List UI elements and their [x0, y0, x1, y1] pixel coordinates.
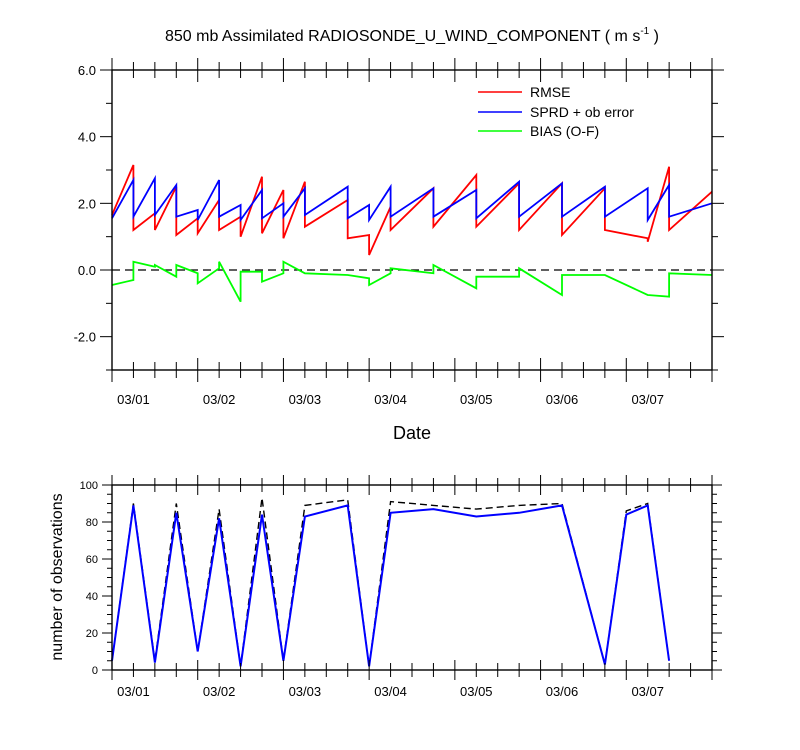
top-x-tick-label: 03/01 [117, 392, 150, 407]
bottom-series-lines [111, 497, 671, 667]
x-axis-label: Date [393, 423, 431, 443]
legend: RMSE SPRD + ob error BIAS (O-F) [478, 84, 634, 139]
bottom-y-tick-label: 40 [86, 591, 98, 603]
bottom-y-tick-label: 0 [92, 665, 98, 677]
bottom-plot-frame [111, 484, 713, 671]
y-axis-label-observations: number of observations [49, 493, 66, 660]
top-x-tick-label: 03/04 [374, 392, 407, 407]
top-axis [100, 58, 724, 382]
top-x-tick-labels: 03/01 03/02 03/03 03/04 03/05 03/06 03/07 [117, 392, 664, 407]
series-line-sprd [111, 174, 713, 224]
bottom-axis [102, 475, 722, 680]
bottom-y-tick-label: 100 [80, 480, 98, 492]
top-panel: 6.04.02.00.0-2.0 03/01 03/02 03/03 03/04 03/… [74, 58, 724, 443]
legend-label-rmse: RMSE [530, 84, 570, 100]
bottom-y-tick-labels: 0 20 40 60 80 100 [80, 480, 98, 677]
top-y-tick-labels: 6.0 4.0 2.0 0.0 -2.0 [74, 63, 96, 345]
bottom-y-tick-label: 20 [86, 628, 98, 640]
chart-title-main: 850 mb Assimilated RADIOSONDE_U_WIND_COM… [165, 28, 640, 45]
bottom-y-tick-label: 80 [86, 517, 98, 529]
top-x-tick-label: 03/06 [546, 392, 579, 407]
bottom-x-tick-label: 03/06 [546, 684, 579, 699]
chart-title-superscript: -1 [640, 26, 649, 37]
bottom-x-tick-label: 03/02 [203, 684, 236, 699]
bottom-x-tick-label: 03/03 [289, 684, 322, 699]
bottom-x-tick-label: 03/05 [460, 684, 493, 699]
top-y-tick-label: 6.0 [78, 63, 96, 78]
series-line-rmse [111, 164, 713, 256]
top-plot-frame [111, 69, 713, 371]
bottom-x-tick-label: 03/01 [117, 684, 150, 699]
top-y-tick-label: -2.0 [74, 330, 96, 345]
bottom-x-tick-labels: 03/01 03/02 03/03 03/04 03/05 03/06 03/07 [117, 684, 664, 699]
chart-title: 850 mb Assimilated RADIOSONDE_U_WIND_COM… [165, 26, 659, 45]
bottom-y-tick-label: 60 [86, 554, 98, 566]
top-x-tick-label: 03/07 [631, 392, 664, 407]
chart-title-close: ) [649, 28, 659, 45]
top-series-lines [111, 164, 713, 303]
top-y-tick-label: 0.0 [78, 263, 96, 278]
top-x-tick-label: 03/02 [203, 392, 236, 407]
series-line-bias [111, 260, 713, 303]
bottom-x-tick-label: 03/07 [631, 684, 664, 699]
top-x-tick-label: 03/05 [460, 392, 493, 407]
series-line-obs_used [111, 503, 671, 667]
top-y-tick-label: 2.0 [78, 196, 96, 211]
top-y-tick-label: 4.0 [78, 130, 96, 145]
top-x-tick-label: 03/03 [289, 392, 322, 407]
legend-label-sprd: SPRD + ob error [530, 104, 634, 120]
legend-label-bias: BIAS (O-F) [530, 123, 599, 139]
bottom-x-tick-label: 03/04 [374, 684, 407, 699]
